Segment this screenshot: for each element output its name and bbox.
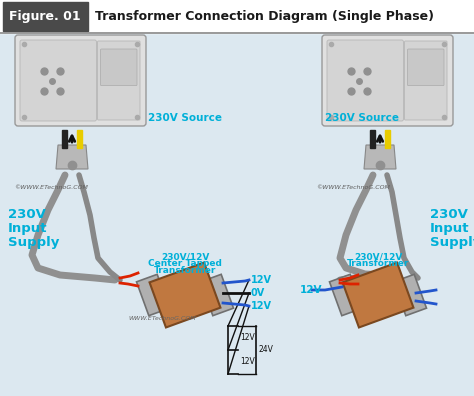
- Text: 12V: 12V: [300, 285, 322, 295]
- Text: ©WWW.ETechnoG.COM: ©WWW.ETechnoG.COM: [316, 185, 390, 190]
- FancyBboxPatch shape: [100, 49, 137, 86]
- Bar: [0, 0, 474, 33]
- Text: Input: Input: [8, 222, 47, 235]
- Text: 12V: 12V: [251, 275, 272, 285]
- Text: 230V Source: 230V Source: [325, 113, 399, 123]
- Text: 230V: 230V: [8, 208, 46, 221]
- Text: 12V: 12V: [240, 358, 255, 367]
- Text: 12V: 12V: [240, 333, 255, 343]
- FancyBboxPatch shape: [404, 41, 447, 120]
- FancyBboxPatch shape: [98, 41, 140, 120]
- Text: Transformer Connection Diagram (Single Phase): Transformer Connection Diagram (Single P…: [95, 10, 434, 23]
- Polygon shape: [149, 263, 220, 327]
- Text: ©WWW.ETechnoG.COM: ©WWW.ETechnoG.COM: [14, 185, 88, 190]
- Text: 230V Source: 230V Source: [148, 113, 222, 123]
- Text: Transformer: Transformer: [154, 266, 216, 275]
- Text: Transformer: Transformer: [347, 259, 409, 268]
- Text: 230V: 230V: [430, 208, 468, 221]
- FancyBboxPatch shape: [408, 49, 444, 86]
- Bar: [3, 2, 88, 31]
- Text: Input: Input: [430, 222, 470, 235]
- Polygon shape: [329, 274, 363, 316]
- Bar: [385, 130, 390, 148]
- Bar: [62, 130, 67, 148]
- Text: WWW.ETechnoG.COM: WWW.ETechnoG.COM: [128, 316, 196, 321]
- Polygon shape: [137, 274, 170, 316]
- Text: 12V: 12V: [251, 301, 272, 311]
- Text: Figure. 01: Figure. 01: [9, 10, 81, 23]
- Text: Supply: Supply: [430, 236, 474, 249]
- Text: 0V: 0V: [251, 288, 265, 298]
- Polygon shape: [393, 274, 427, 316]
- Polygon shape: [364, 145, 396, 169]
- Polygon shape: [56, 145, 88, 169]
- Bar: [77, 130, 82, 148]
- FancyBboxPatch shape: [20, 40, 97, 121]
- Text: 24V: 24V: [259, 345, 274, 354]
- Polygon shape: [343, 263, 413, 327]
- FancyBboxPatch shape: [322, 35, 453, 126]
- Text: 230V/12V: 230V/12V: [354, 252, 402, 261]
- Text: Center Tapped: Center Tapped: [148, 259, 222, 268]
- FancyBboxPatch shape: [15, 35, 146, 126]
- Text: Supply: Supply: [8, 236, 59, 249]
- Bar: [370, 130, 375, 148]
- FancyBboxPatch shape: [327, 40, 403, 121]
- Polygon shape: [201, 274, 234, 316]
- Text: 230V/12V: 230V/12V: [161, 252, 209, 261]
